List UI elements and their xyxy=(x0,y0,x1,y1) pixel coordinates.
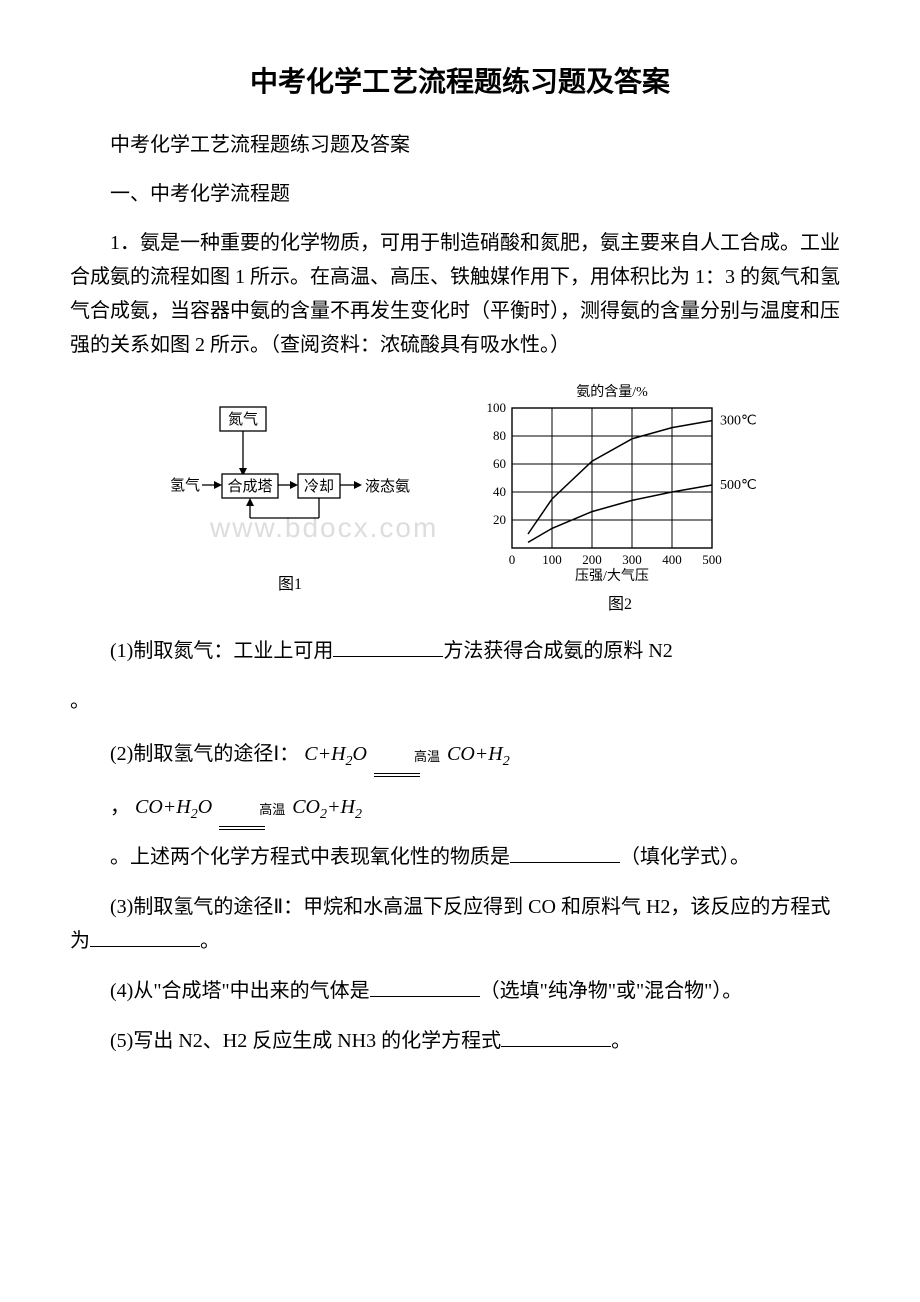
q1-2-sent-pre: 。上述两个化学方程式中表现氧化性的物质是 xyxy=(110,846,510,868)
blank-5 xyxy=(501,1027,611,1047)
figure-2: 氨的含量/% 0 100 200 300 400 500 20 40 60 80 100 300℃ 500… xyxy=(470,382,770,614)
q1-3-post: 。 xyxy=(200,930,220,952)
chart-svg: 氨的含量/% 0 100 200 300 400 500 20 40 60 80 100 300℃ 500… xyxy=(470,382,770,582)
svg-text:500: 500 xyxy=(702,552,722,567)
svg-text:100: 100 xyxy=(487,400,507,415)
svg-text:60: 60 xyxy=(493,456,506,471)
svg-text:300℃: 300℃ xyxy=(720,414,757,429)
svg-text:氨的含量/%: 氨的含量/% xyxy=(576,384,648,400)
q1-2-line1: (2)制取氢气的途径Ⅰ： C+H2O 高温 CO+H2 xyxy=(70,734,850,777)
eq2: CO+H2O 高温 CO2+H2 xyxy=(135,796,362,818)
label-cool: 冷却 xyxy=(304,478,334,495)
q1-intro: 1．氨是一种重要的化学物质，可用于制造硝酸和氮肥，氨主要来自人工合成。工业合成氨… xyxy=(70,226,850,362)
label-liquid-ammonia: 液态氨 xyxy=(365,478,410,495)
figure-row: www.bdocx.com 氮气 氢气 合成塔 冷却 xyxy=(70,382,850,614)
label-nitrogen: 氮气 xyxy=(228,411,258,428)
svg-text:40: 40 xyxy=(493,484,506,499)
svg-text:200: 200 xyxy=(582,552,602,567)
figure-1: 氮气 氢气 合成塔 冷却 液态氨 xyxy=(150,382,430,594)
page-title: 中考化学工艺流程题练习题及答案 xyxy=(70,60,850,100)
label-hydrogen: 氢气 xyxy=(170,477,200,494)
q1-1-end: 。 xyxy=(70,684,850,718)
q1-1-post: 方法获得合成氨的原料 N2 xyxy=(443,640,672,662)
svg-text:压强/大气压: 压强/大气压 xyxy=(575,568,649,582)
blank-1 xyxy=(333,637,443,657)
figure-2-caption: 图2 xyxy=(608,590,632,614)
q1-4-pre: (4)从"合成塔"中出来的气体是 xyxy=(110,980,370,1002)
blank-3 xyxy=(90,927,200,947)
svg-text:0: 0 xyxy=(509,552,516,567)
subtitle: 中考化学工艺流程题练习题及答案 xyxy=(70,128,850,157)
blank-4 xyxy=(370,977,480,997)
q1-5-post: 。 xyxy=(611,1030,631,1052)
flow-diagram-svg: 氮气 氢气 合成塔 冷却 液态氨 xyxy=(150,382,430,562)
svg-text:500℃: 500℃ xyxy=(720,478,757,493)
q1-1: (1)制取氮气：工业上可用 方法获得合成氨的原料 N2 xyxy=(70,634,850,668)
q1-5: (5)写出 N2、H2 反应生成 NH3 的化学方程式 。 xyxy=(70,1024,850,1058)
blank-2 xyxy=(510,843,620,863)
svg-text:100: 100 xyxy=(542,552,562,567)
q1-2-pre: (2)制取氢气的途径Ⅰ： xyxy=(110,743,299,765)
q1-5-pre: (5)写出 N2、H2 反应生成 NH3 的化学方程式 xyxy=(110,1030,501,1052)
figure-1-caption: 图1 xyxy=(278,570,302,594)
q1-2-sentence: 。上述两个化学方程式中表现氧化性的物质是 （填化学式）。 xyxy=(70,840,850,874)
q1-1-pre: (1)制取氮气：工业上可用 xyxy=(110,640,333,662)
q1-4: (4)从"合成塔"中出来的气体是 （选填"纯净物"或"混合物"）。 xyxy=(70,974,850,1008)
q1-2-line2: ， CO+H2O 高温 CO2+H2 xyxy=(70,787,850,830)
q1-4-post: （选填"纯净物"或"混合物"）。 xyxy=(480,980,743,1002)
eq2-pre: ， xyxy=(110,796,130,818)
svg-text:20: 20 xyxy=(493,512,506,527)
eq1: C+H2O 高温 CO+H2 xyxy=(304,743,510,765)
section-header: 一、中考化学流程题 xyxy=(70,177,850,206)
svg-text:300: 300 xyxy=(622,552,642,567)
q1-3: (3)制取氢气的途径Ⅱ：甲烷和水高温下反应得到 CO 和原料气 H2，该反应的方… xyxy=(70,890,850,958)
svg-text:80: 80 xyxy=(493,428,506,443)
label-tower: 合成塔 xyxy=(227,478,272,495)
svg-text:400: 400 xyxy=(662,552,682,567)
q1-2-sent-post: （填化学式）。 xyxy=(620,846,750,868)
